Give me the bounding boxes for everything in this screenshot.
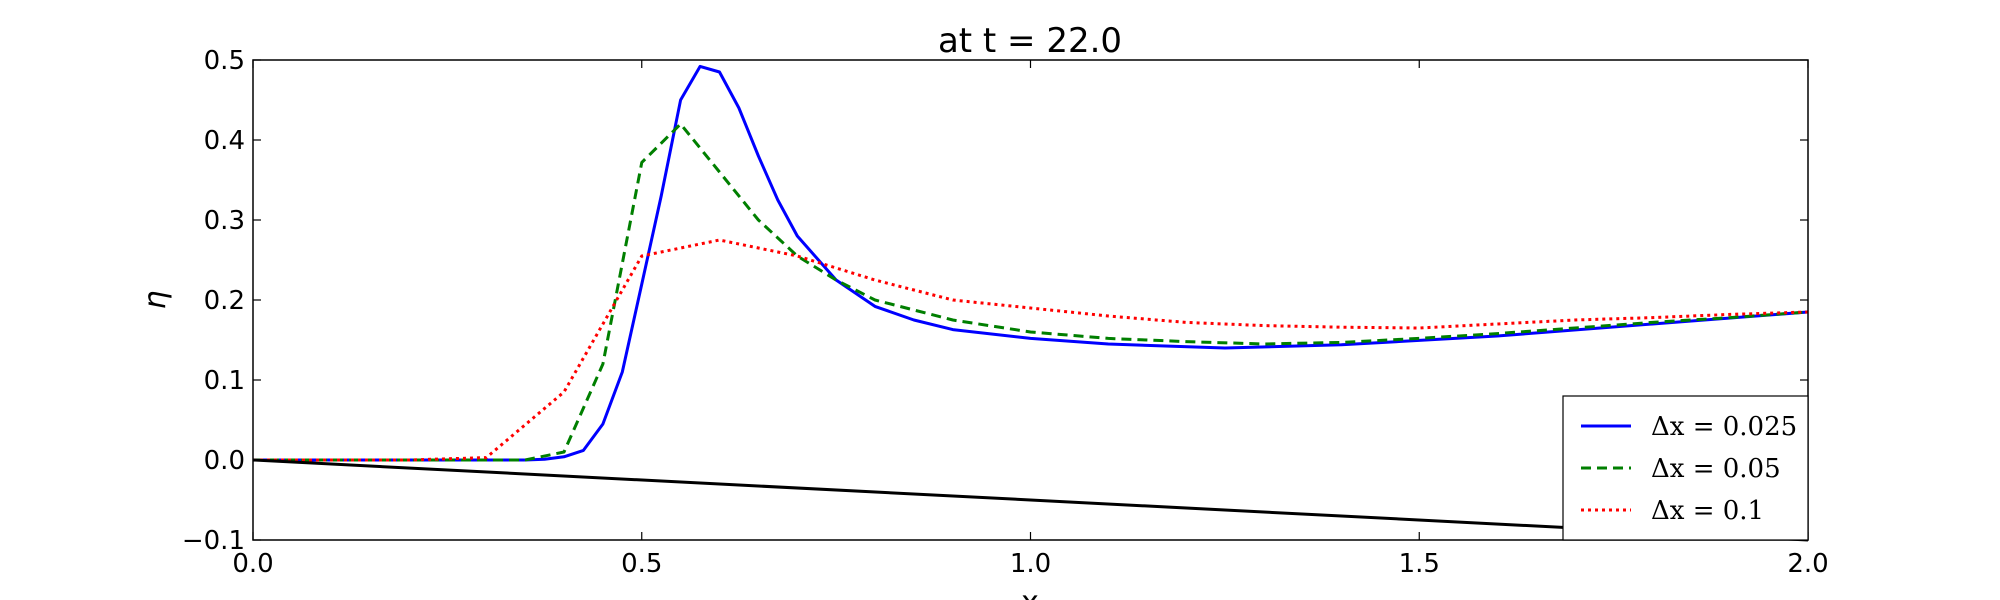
legend-label: Δx = 0.1 — [1651, 496, 1764, 526]
series-line-2 — [253, 122, 1809, 462]
y-tick-label: 0.2 — [204, 286, 245, 316]
x-tick-label: 1.5 — [1399, 549, 1440, 579]
legend: Δx = 0.025 Δx = 0.05 Δx = 0.1 — [1562, 395, 1809, 541]
x-tick-label: 2.0 — [1787, 549, 1828, 579]
y-tick-label: 0.3 — [204, 206, 245, 236]
y-tick-label: −0.1 — [182, 526, 245, 556]
x-tick-label: 1.0 — [1010, 549, 1051, 579]
y-tick-label: 0.0 — [204, 446, 245, 476]
x-tick-label: 0.0 — [232, 549, 273, 579]
x-axis-label: x — [1021, 585, 1039, 600]
bottom-line — [252, 458, 1809, 542]
series-line-3 — [253, 238, 1809, 462]
y-tick-label: 0.1 — [204, 366, 245, 396]
x-tick-label: 0.5 — [621, 549, 662, 579]
y-tick-label: 0.5 — [204, 46, 245, 76]
series-layer — [252, 64, 1809, 542]
legend-label: Δx = 0.025 — [1651, 412, 1797, 442]
plot-frame — [252, 59, 1809, 541]
series-line-1 — [253, 64, 1809, 462]
legend-label: Δx = 0.05 — [1651, 454, 1781, 484]
chart-title: at t = 22.0 — [938, 21, 1122, 61]
y-axis-label: η — [138, 290, 173, 309]
axis-ticks: 0.0 0.5 1.0 1.5 2.0−0.10.00.10.20.30.40.5 — [182, 46, 1829, 579]
y-tick-label: 0.4 — [204, 126, 245, 156]
